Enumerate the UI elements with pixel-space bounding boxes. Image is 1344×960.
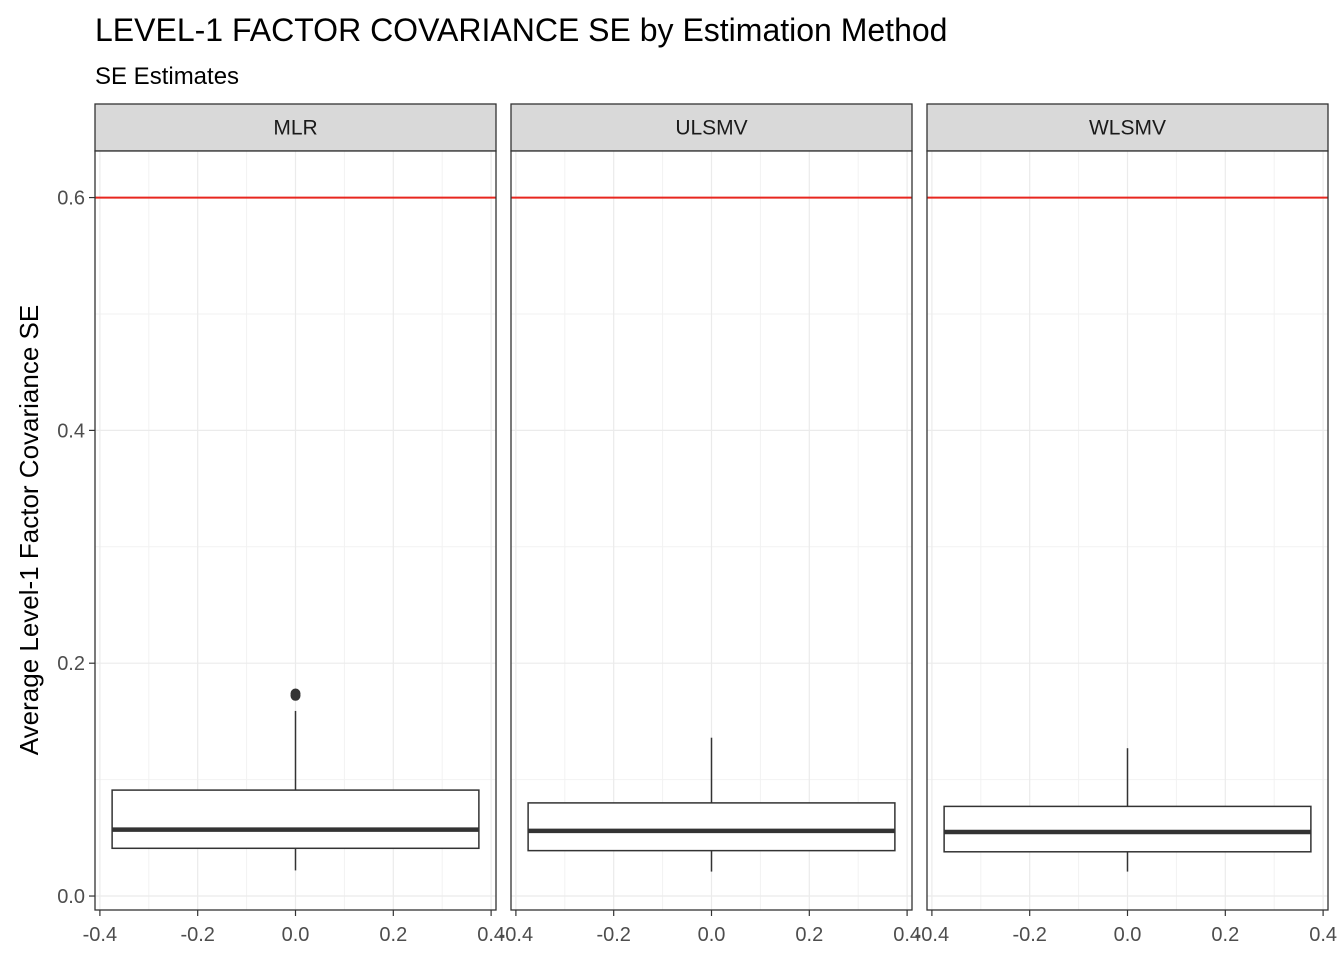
facet-strip (926, 103, 1329, 152)
chart-subtitle: SE Estimates (95, 63, 239, 90)
facet-panels: 0.0 0.2 0.4 0.6 MLR -0.4 -0.2 0.0 0.2 0.4 ULSMV -0.… (57, 103, 1337, 946)
x-tick-label: 0.0 (1114, 924, 1142, 946)
facet-strip-label: MLR (273, 117, 317, 140)
box-iqr (527, 802, 896, 852)
x-tick-label: 0.4 (893, 924, 921, 946)
x-tick-label: 0.2 (795, 924, 823, 946)
box-iqr (111, 789, 480, 850)
facet-panel-ulsmv: ULSMV -0.4 -0.2 0.0 0.2 0.4 (499, 103, 921, 946)
facet-panel-wlsmv: WLSMV -0.4 -0.2 0.0 0.2 0.4 (915, 103, 1337, 946)
chart-title: LEVEL-1 FACTOR COVARIANCE SE by Estimati… (95, 12, 947, 48)
x-tick-label: -0.2 (1012, 924, 1046, 946)
x-tick-label: 0.4 (1309, 924, 1337, 946)
y-tick-label: 0.2 (57, 653, 85, 675)
facet-strip (510, 103, 913, 152)
x-tick-label: -0.4 (83, 924, 117, 946)
y-tick-label: 0.6 (57, 188, 85, 210)
facet-strip (94, 103, 497, 152)
box-iqr (943, 805, 1312, 853)
facet-strip-label: WLSMV (1089, 117, 1166, 140)
x-tick-label: 0.4 (477, 924, 505, 946)
y-axis-label: Average Level-1 Factor Covariance SE (14, 305, 44, 755)
x-tick-label: -0.2 (180, 924, 214, 946)
y-tick-label: 0.4 (57, 420, 85, 442)
facet-strip-label: ULSMV (675, 117, 747, 140)
x-tick-label: -0.4 (499, 924, 533, 946)
x-tick-label: 0.2 (379, 924, 407, 946)
facet-panel-mlr: MLR -0.4 -0.2 0.0 0.2 0.4 (83, 103, 505, 946)
x-tick-label: 0.0 (282, 924, 310, 946)
x-tick-label: 0.0 (698, 924, 726, 946)
x-tick-label: -0.4 (915, 924, 949, 946)
x-tick-label: -0.2 (596, 924, 630, 946)
outlier-point (290, 688, 301, 699)
x-tick-label: 0.2 (1211, 924, 1239, 946)
y-tick-label: 0.0 (57, 886, 85, 908)
